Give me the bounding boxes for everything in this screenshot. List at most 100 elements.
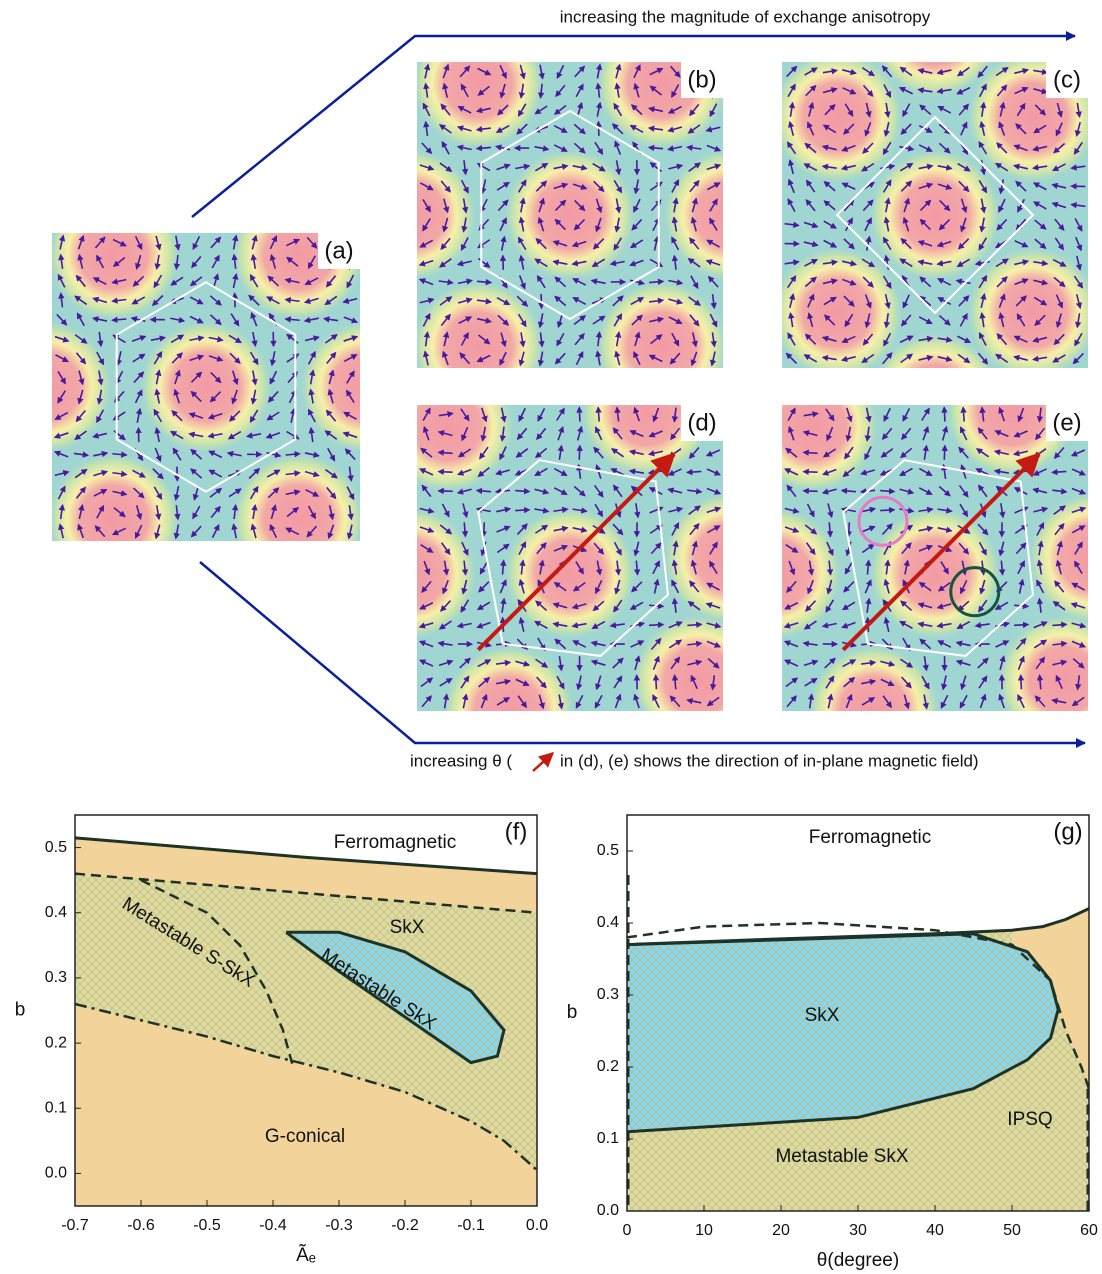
panel-label: (c) — [1053, 66, 1081, 93]
skyrmion — [594, 279, 729, 414]
x-tick-label: 40 — [926, 1222, 944, 1239]
spin — [656, 675, 657, 689]
texture-panel: (d) — [344, 344, 797, 779]
top-annotation: increasing the magnitude of exchange ani… — [560, 7, 931, 26]
skyrmion — [138, 319, 274, 455]
spin — [598, 408, 599, 422]
x-tick-label: 0.0 — [526, 1217, 548, 1234]
panel-label: (b) — [687, 66, 716, 93]
plot-body — [75, 838, 537, 1206]
texture-panel: (e) — [709, 344, 1102, 779]
spin — [1021, 675, 1022, 689]
region-label: IPSQ — [1007, 1109, 1052, 1130]
y-tick-label: 0.4 — [45, 904, 67, 921]
skyrmion — [662, 148, 797, 283]
x-tick-label: 60 — [1080, 1222, 1098, 1239]
spin — [944, 446, 945, 460]
y-axis-label: b — [567, 1002, 578, 1023]
x-tick-label: 50 — [1003, 1222, 1021, 1239]
x-tick-label: -0.5 — [193, 1217, 221, 1234]
spin — [880, 510, 894, 511]
phase-diagrams: -0.7 -0.6 -0.5 -0.4 -0.3 -0.2 -0.1 0.0 0.0 0.1 0.2… — [15, 815, 1098, 1271]
spin — [484, 522, 485, 536]
skyrmion — [344, 506, 479, 641]
y-tick-label: 0.5 — [45, 839, 67, 856]
x-axis-label: θ(degree) — [817, 1250, 899, 1271]
x-tick-label: 30 — [849, 1222, 867, 1239]
bottom-annotation: in (d), (e) shows the direction of in-pl… — [560, 751, 979, 770]
panel-label: (a) — [324, 237, 353, 264]
x-axis-label: Ãₑ — [296, 1244, 316, 1266]
panel-body — [344, 16, 797, 414]
spin — [804, 452, 818, 453]
panel-label: (d) — [687, 409, 716, 436]
y-tick-label: 0.1 — [597, 1130, 619, 1147]
spin — [963, 408, 964, 422]
spin — [944, 408, 945, 422]
x-tick-label: -0.1 — [457, 1217, 485, 1234]
skyrmion — [503, 148, 638, 283]
y-tick-label: 0.3 — [597, 986, 619, 1003]
skyrmion — [298, 319, 434, 455]
spin — [579, 446, 580, 460]
x-tick-label: 10 — [695, 1222, 713, 1239]
x-tick-label: -0.7 — [61, 1217, 89, 1234]
skyrmion — [503, 506, 638, 641]
x-tick-label: -0.4 — [259, 1217, 287, 1234]
phase-diagram: 01020304050600.00.10.20.30.40.5θ(degree)… — [567, 815, 1098, 1271]
bottom-annotation: increasing θ ( — [410, 751, 512, 770]
texture-panel: (a) — [0, 187, 434, 587]
spin — [1040, 675, 1041, 689]
x-tick-label: -0.3 — [325, 1217, 353, 1234]
panel-body — [709, 344, 1102, 779]
spin — [849, 522, 850, 536]
panel-label: (g) — [1053, 818, 1082, 845]
texture-panel: (c) — [770, 0, 1100, 466]
spin — [439, 452, 453, 453]
y-tick-label: 0.1 — [45, 1099, 67, 1116]
region-label: Metastable SkX — [775, 1146, 908, 1167]
skyrmion — [46, 187, 182, 323]
x-tick-label: 20 — [772, 1222, 790, 1239]
skyrmion — [344, 148, 479, 283]
panel-label: (f) — [505, 818, 528, 845]
spin — [515, 491, 529, 492]
texture-panels: (a) (b) (c) (d) (e) — [0, 0, 1102, 778]
panel-label: (e) — [1052, 409, 1081, 436]
y-tick-label: 0.2 — [45, 1034, 67, 1051]
y-tick-label: 0.5 — [597, 842, 619, 859]
region-label: SkX — [805, 1005, 840, 1026]
spin — [1052, 471, 1066, 472]
x-tick-label: -0.6 — [127, 1217, 155, 1234]
skyrmion — [868, 148, 1003, 283]
region-label: Ferromagnetic — [334, 832, 457, 853]
skyrmion — [662, 491, 797, 626]
skyrmion — [709, 506, 844, 641]
skyrmion — [868, 506, 1003, 641]
spin — [687, 471, 701, 472]
skyrmion — [631, 613, 766, 748]
spin — [880, 491, 894, 492]
skyrmion — [745, 359, 880, 494]
spin — [579, 408, 580, 422]
spin — [675, 675, 676, 689]
spin — [1052, 624, 1066, 625]
x-tick-label: -0.2 — [391, 1217, 419, 1234]
spin — [1014, 625, 1028, 626]
y-tick-label: 0.3 — [45, 969, 67, 986]
y-tick-label: 0.0 — [45, 1165, 67, 1182]
texture-panel: (b) — [344, 16, 797, 414]
panel-body — [344, 344, 797, 779]
y-tick-label: 0.0 — [597, 1202, 619, 1219]
panel-body — [0, 187, 434, 587]
region-label: G-conical — [265, 1126, 345, 1147]
spin — [804, 472, 818, 473]
field-icon — [533, 753, 553, 771]
region-label: Ferromagnetic — [809, 827, 932, 848]
spin — [515, 510, 529, 511]
figure: increasing the magnitude of exchange ani… — [0, 0, 1102, 1274]
phase-diagram: -0.7 -0.6 -0.5 -0.4 -0.3 -0.2 -0.1 0.0 0.0 0.1 0.2… — [15, 815, 549, 1266]
y-tick-label: 0.4 — [597, 914, 619, 931]
region-label: SkX — [390, 917, 425, 938]
spin — [439, 472, 453, 473]
